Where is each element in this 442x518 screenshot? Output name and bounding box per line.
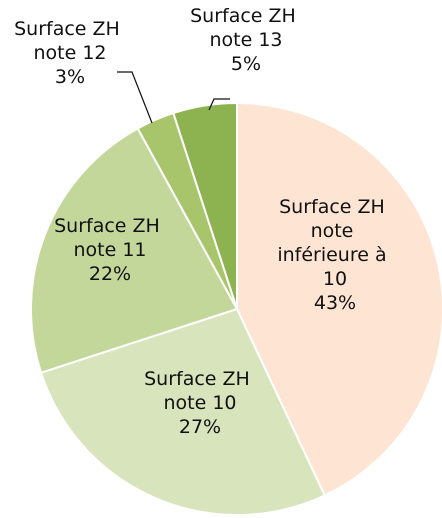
leader-line — [208, 98, 230, 111]
slice-label: Surface ZH note 13 — [190, 5, 302, 51]
pie-slice — [30, 127, 239, 374]
leader-line — [117, 71, 153, 124]
pie-slice — [172, 101, 238, 310]
pie-slice — [236, 101, 442, 497]
value-label: 43% — [314, 292, 356, 314]
slice-label: Surface ZH note 10 — [144, 368, 256, 414]
pie-slice — [39, 307, 327, 516]
value-label: 27% — [179, 416, 221, 438]
slice-label: Surface ZH note 12 — [14, 18, 126, 64]
slice-label: Surface ZH note inférieure à 10 — [277, 196, 392, 290]
slice-label: Surface ZH note 11 — [54, 215, 166, 261]
value-label: 5% — [231, 53, 261, 75]
value-label: 22% — [89, 263, 131, 285]
value-label: 3% — [55, 66, 85, 88]
